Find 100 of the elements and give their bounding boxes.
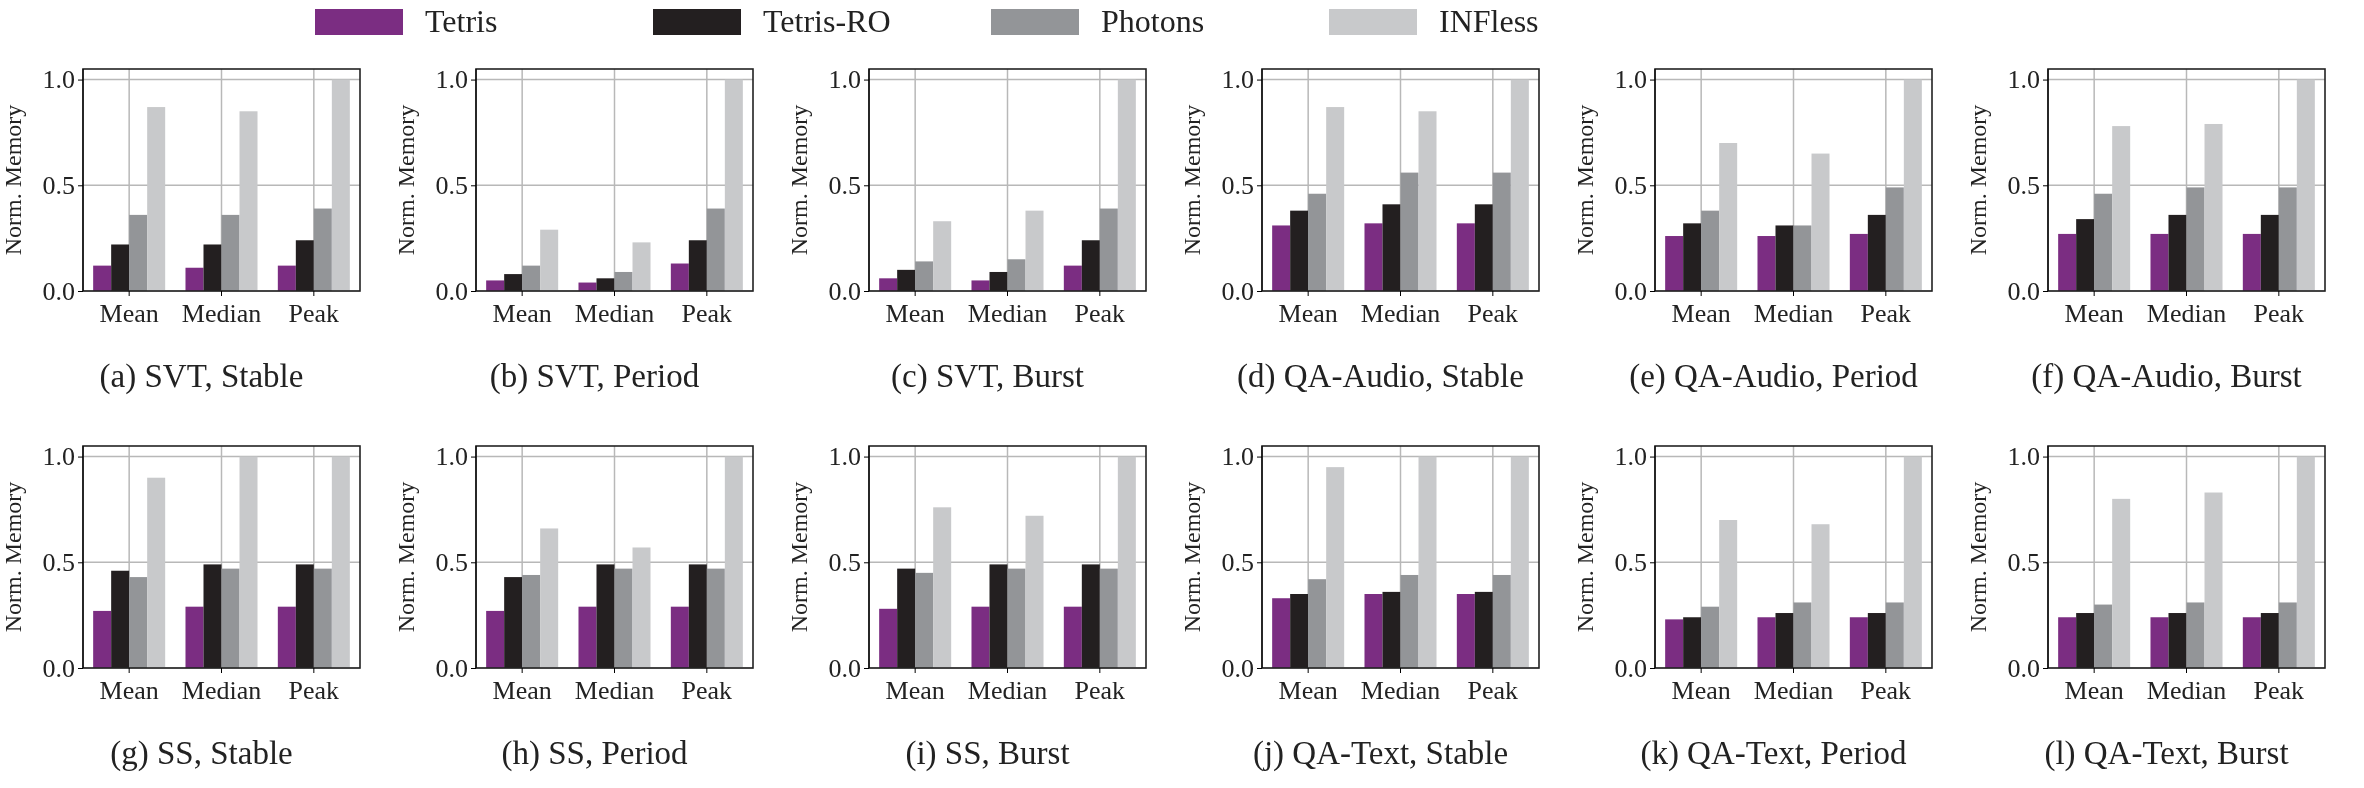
- y-axis-title: Norm. Memory: [786, 481, 812, 633]
- bar: [129, 214, 148, 291]
- x-tick-label: Median: [2146, 676, 2227, 706]
- y-tick-label: 0.5: [2007, 171, 2040, 201]
- y-axis-title: Norm. Memory: [1965, 481, 1991, 633]
- y-tick-label: 0.0: [1221, 276, 1254, 306]
- bar: [1326, 107, 1345, 291]
- bar: [93, 265, 112, 291]
- bar: [1326, 467, 1345, 668]
- y-tick-label: 0.0: [2007, 653, 2040, 683]
- bar: [1308, 579, 1327, 668]
- bar: [93, 610, 112, 668]
- bar: [1492, 574, 1511, 668]
- y-tick-label: 1.0: [2007, 65, 2040, 95]
- bar: [313, 568, 332, 668]
- bar: [1849, 617, 1868, 668]
- bar: [933, 507, 952, 668]
- bar: [1364, 594, 1383, 668]
- bar: [331, 456, 350, 668]
- bar: [1063, 606, 1082, 668]
- bar: [2058, 233, 2077, 291]
- bar: [1885, 187, 1904, 291]
- bar: [2094, 193, 2113, 291]
- bar: [1885, 602, 1904, 668]
- y-tick-label: 0.0: [1221, 653, 1254, 683]
- bar: [1272, 225, 1291, 291]
- bar: [313, 208, 332, 291]
- x-tick-label: Peak: [681, 299, 733, 329]
- bar: [1400, 574, 1419, 668]
- x-tick-label: Median: [967, 676, 1048, 706]
- y-tick-label: 1.0: [828, 65, 861, 95]
- bar: [1665, 619, 1684, 668]
- text: (l) QA-Text, Burst: [2044, 735, 2289, 772]
- bar: [2242, 233, 2261, 291]
- bar: [2058, 617, 2077, 668]
- y-axis-title: Norm. Memory: [1572, 104, 1598, 256]
- bar: [1719, 143, 1738, 291]
- y-tick-label: 0.5: [1614, 171, 1647, 201]
- bar: [2278, 602, 2297, 668]
- bar: [277, 265, 296, 291]
- x-tick-label: Median: [1360, 676, 1441, 706]
- bar: [2112, 126, 2131, 291]
- y-axis-title: Norm. Memory: [786, 104, 812, 256]
- y-tick-label: 0.0: [42, 276, 75, 306]
- x-tick-label: Median: [574, 676, 655, 706]
- y-tick-label: 1.0: [1614, 65, 1647, 95]
- bar: [2242, 617, 2261, 668]
- bar: [2150, 617, 2169, 668]
- bar: [239, 111, 258, 291]
- bar: [614, 271, 633, 291]
- x-tick-label: Mean: [1671, 299, 1731, 329]
- bar: [2204, 492, 2223, 668]
- text: (k) QA-Text, Period: [1640, 735, 1908, 772]
- bar: [1099, 568, 1118, 668]
- y-tick-label: 1.0: [42, 442, 75, 472]
- bar: [129, 577, 148, 668]
- y-tick-label: 0.5: [42, 171, 75, 201]
- bar: [2150, 233, 2169, 291]
- y-tick-label: 0.5: [828, 171, 861, 201]
- bar: [1903, 456, 1922, 668]
- bar: [331, 79, 350, 291]
- y-tick-label: 0.5: [435, 548, 468, 578]
- x-tick-label: Mean: [99, 299, 159, 329]
- bar: [1400, 172, 1419, 291]
- bar: [486, 610, 505, 668]
- y-tick-label: 0.5: [828, 548, 861, 578]
- y-tick-label: 0.5: [1221, 171, 1254, 201]
- bar: [706, 208, 725, 291]
- y-tick-label: 0.0: [828, 276, 861, 306]
- x-tick-label: Median: [181, 299, 262, 329]
- text: (e) QA-Audio, Period: [1629, 358, 1919, 395]
- bar: [614, 568, 633, 668]
- bar: [147, 107, 166, 291]
- legend-label: INFless: [1439, 3, 1539, 39]
- bar: [1025, 515, 1044, 668]
- y-tick-label: 0.5: [2007, 548, 2040, 578]
- bar: [2204, 123, 2223, 291]
- legend-label: Tetris: [425, 3, 498, 39]
- x-tick-label: Peak: [1860, 299, 1912, 329]
- x-tick-label: Peak: [1860, 676, 1912, 706]
- x-tick-label: Mean: [1671, 676, 1731, 706]
- y-tick-label: 1.0: [42, 65, 75, 95]
- text: (d) QA-Audio, Stable: [1237, 358, 1524, 395]
- bar: [2094, 604, 2113, 668]
- bar: [1492, 172, 1511, 291]
- y-tick-label: 0.0: [1614, 653, 1647, 683]
- bar: [1418, 111, 1437, 291]
- bar: [706, 568, 725, 668]
- y-tick-label: 0.0: [2007, 276, 2040, 306]
- text: (j) QA-Text, Stable: [1252, 735, 1509, 772]
- y-tick-label: 1.0: [2007, 442, 2040, 472]
- x-tick-label: Median: [181, 676, 262, 706]
- bar: [1456, 223, 1475, 291]
- text: (h) SS, Period: [501, 735, 689, 772]
- y-tick-label: 0.5: [42, 548, 75, 578]
- bar: [2112, 498, 2131, 668]
- bar: [2278, 187, 2297, 291]
- bar: [578, 606, 597, 668]
- x-tick-label: Median: [574, 299, 655, 329]
- bar: [1793, 225, 1812, 291]
